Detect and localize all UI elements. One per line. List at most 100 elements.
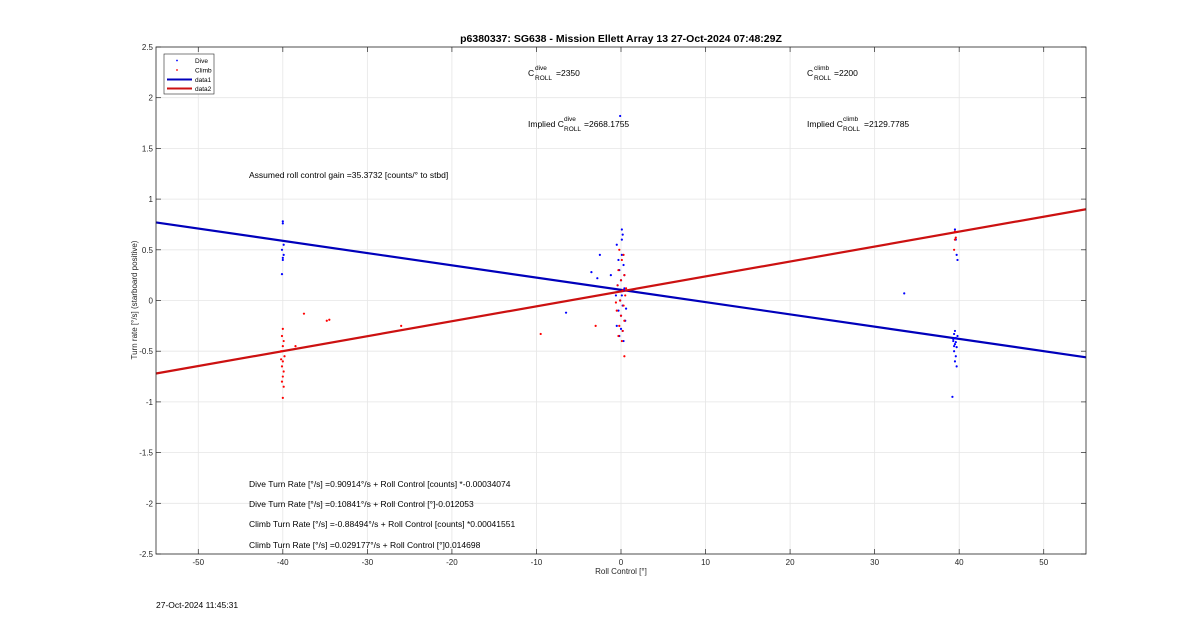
point-climb <box>953 238 957 241</box>
x-tick-label: 40 <box>955 558 964 567</box>
point-climb <box>617 334 620 338</box>
c-dive-sub: ROLL <box>535 75 552 82</box>
point-climb <box>282 385 285 388</box>
point-climb <box>615 309 618 312</box>
point-dive <box>953 360 957 363</box>
y-tick-label: 1.5 <box>142 144 154 153</box>
point-climb <box>280 350 283 353</box>
implied-climb-prefix: Implied C <box>807 119 843 129</box>
ticks: -50 -40 -30 -20 -10 0 10 20 30 40 50 2.5 2 1.5 1 0.5 0 -0… <box>139 43 1086 567</box>
x-tick-label: -10 <box>531 558 543 567</box>
point-dive <box>590 271 593 274</box>
point-climb <box>280 365 284 368</box>
point-dive <box>953 345 956 348</box>
point-dive <box>956 334 959 338</box>
point-dive <box>282 243 285 246</box>
y-tick-label: -1.5 <box>139 449 153 458</box>
x-tick-label: 20 <box>786 558 795 567</box>
implied-dive-sup: dive <box>564 116 576 123</box>
point-dive <box>622 339 625 343</box>
point-dive <box>280 248 284 251</box>
point-dive <box>954 355 957 358</box>
point-climb <box>400 324 403 327</box>
c-climb-value: =2200 <box>834 68 858 78</box>
y-tick-label: 2.5 <box>142 43 154 52</box>
c-roll-climb-annotation: C climb ROLL =2200 <box>807 65 858 82</box>
point-dive <box>615 243 618 246</box>
x-tick-label: 10 <box>701 558 710 567</box>
legend-label-dive: Dive <box>195 58 208 65</box>
c-climb-sup: climb <box>814 65 830 72</box>
legend-label-data1: data1 <box>195 77 212 84</box>
point-climb <box>325 319 328 322</box>
point-dive <box>621 233 624 236</box>
point-dive <box>953 228 957 231</box>
point-climb <box>618 248 621 251</box>
c-dive-value: =2350 <box>556 68 580 78</box>
data-points <box>280 114 959 399</box>
point-climb <box>281 396 284 399</box>
point-climb <box>624 287 628 290</box>
point-climb <box>620 339 623 343</box>
x-tick-label: 50 <box>1039 558 1048 567</box>
equation-climb-counts: Climb Turn Rate [°/s] =-0.88494°/s + Rol… <box>249 519 515 529</box>
legend-label-climb: Climb <box>195 68 212 75</box>
point-climb <box>594 324 597 327</box>
y-tick-label: 0.5 <box>142 246 154 255</box>
point-dive <box>955 253 958 256</box>
c-climb-base: C <box>807 68 813 78</box>
point-climb <box>281 345 284 348</box>
point-dive <box>953 329 957 333</box>
point-dive <box>609 274 612 277</box>
timestamp: 27-Oct-2024 11:45:31 <box>156 600 239 610</box>
point-climb <box>618 324 621 327</box>
equation-dive-degrees: Dive Turn Rate [°/s] =0.10841°/s + Roll … <box>249 499 474 509</box>
point-climb <box>283 355 286 358</box>
point-dive <box>952 337 955 341</box>
implied-climb-sup: climb <box>843 116 859 123</box>
x-tick-label: -30 <box>362 558 374 567</box>
point-climb <box>280 380 284 383</box>
point-dive <box>282 253 285 256</box>
point-dive <box>598 253 601 256</box>
implied-dive-sub: ROLL <box>564 126 581 133</box>
point-climb <box>280 334 284 338</box>
point-climb <box>282 370 285 373</box>
point-climb <box>281 360 284 363</box>
point-climb <box>623 274 626 277</box>
point-dive <box>956 258 959 262</box>
point-dive <box>617 258 620 262</box>
point-climb <box>954 236 957 239</box>
point-dive <box>620 253 623 256</box>
point-dive <box>281 256 284 260</box>
point-dive <box>952 339 955 343</box>
point-dive <box>281 222 284 225</box>
c-roll-dive-annotation: C dive ROLL =2350 <box>528 65 580 82</box>
point-climb <box>621 289 624 292</box>
point-climb <box>328 318 331 321</box>
point-climb <box>302 312 306 315</box>
y-tick-label: 2 <box>149 94 154 103</box>
y-tick-label: -0.5 <box>139 347 153 356</box>
point-dive <box>620 238 623 241</box>
point-dive <box>620 228 623 231</box>
point-dive <box>955 346 958 349</box>
x-tick-label: -40 <box>277 558 289 567</box>
point-climb <box>617 268 620 272</box>
point-climb <box>616 284 619 287</box>
point-climb <box>614 301 618 304</box>
point-dive <box>280 273 284 276</box>
chart-title: p6380337: SG638 - Mission Ellett Array 1… <box>460 33 782 45</box>
x-tick-label: -20 <box>446 558 458 567</box>
point-climb <box>539 332 542 336</box>
point-climb <box>622 304 625 307</box>
point-climb <box>621 329 624 333</box>
point-dive <box>954 340 957 344</box>
point-dive <box>953 332 956 336</box>
point-dive <box>619 114 622 118</box>
point-climb <box>953 230 957 233</box>
legend-marker-dive <box>176 59 178 62</box>
point-dive <box>623 287 626 290</box>
point-dive <box>619 327 623 330</box>
point-climb <box>280 358 283 361</box>
